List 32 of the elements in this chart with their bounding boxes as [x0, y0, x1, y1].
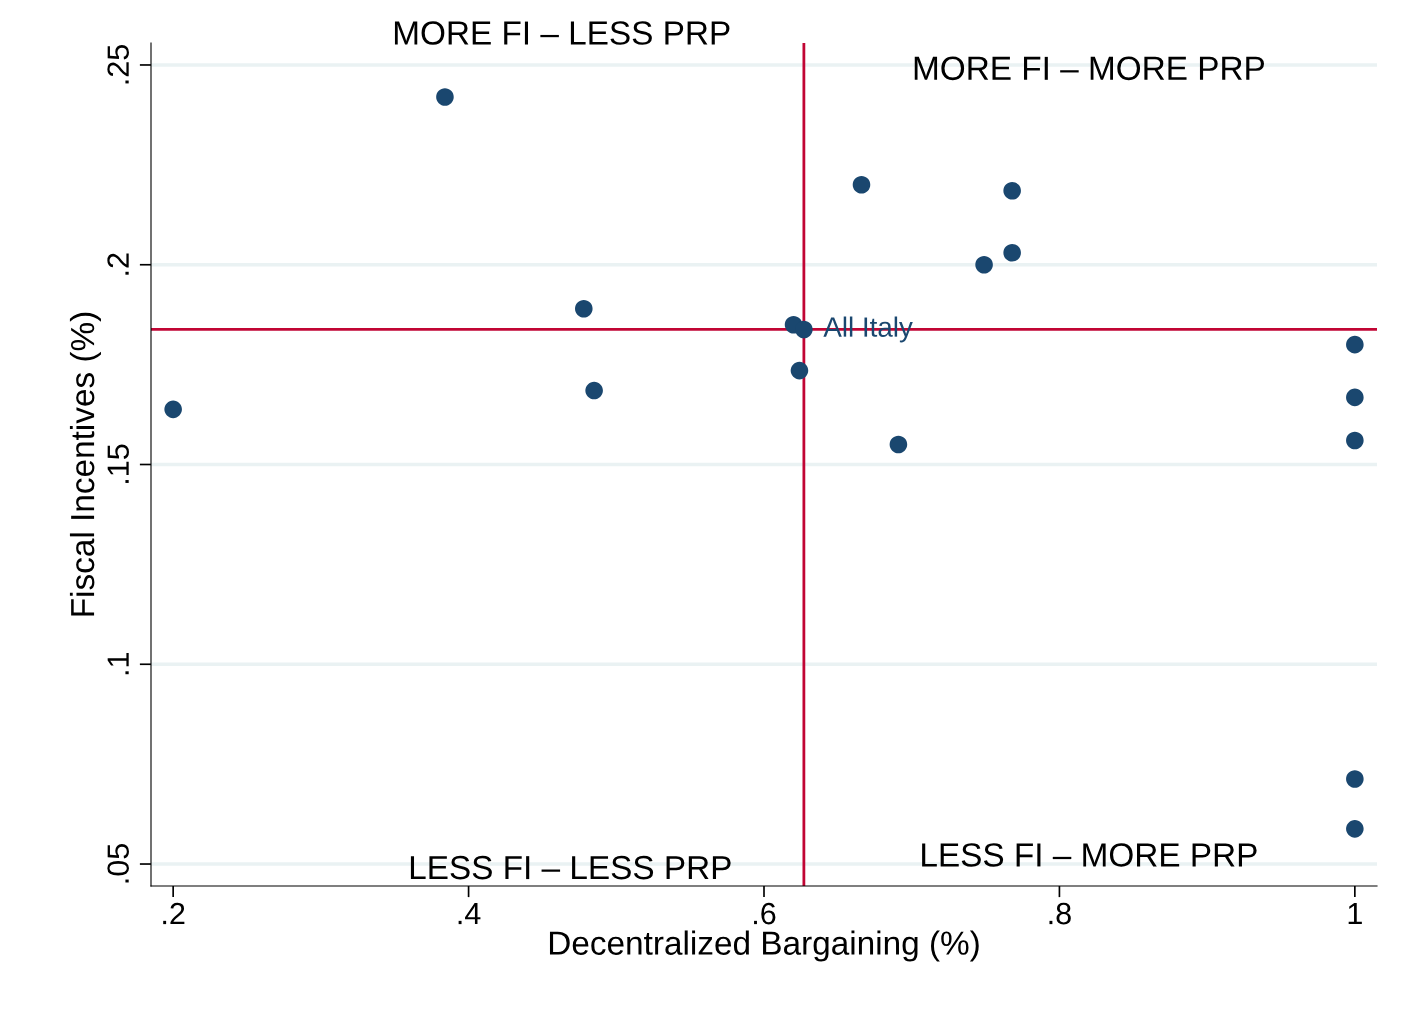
point: [1346, 335, 1364, 354]
annotation: MORE FI – LESS PRP: [394, 21, 730, 45]
annotation: LESS FI – MORE PRP: [922, 843, 1257, 867]
point: [1346, 820, 1364, 838]
point: [1346, 431, 1364, 450]
point: [1346, 388, 1364, 407]
x-tick-label: .8: [1049, 902, 1071, 925]
point: [1003, 182, 1021, 200]
annotation: MORE FI – MORE PRP: [914, 56, 1264, 81]
y-tick-label: .2: [107, 253, 129, 275]
x-tick-label: .6: [754, 902, 776, 925]
y-tick-label: .15: [107, 444, 129, 483]
point: [436, 88, 454, 106]
y-tick-label: .1: [107, 653, 129, 675]
x-tick-label: .2: [163, 902, 185, 925]
point: [975, 255, 993, 274]
y-tick-label: .05: [107, 844, 129, 883]
x-tick-label: .4: [458, 903, 481, 925]
point: [164, 400, 182, 419]
x-tick-label: 1: [1348, 903, 1362, 925]
point: [852, 176, 871, 194]
point: [795, 320, 813, 339]
point: [575, 299, 593, 318]
y-tick-label: .25: [107, 45, 129, 84]
point: [790, 361, 809, 380]
point: [889, 435, 908, 454]
point: [1003, 243, 1021, 262]
point: [585, 381, 603, 400]
annotation: LESS FI – LESS PRP: [410, 855, 731, 880]
y-axis-title: Fiscal Incentives (%): [69, 312, 101, 616]
point: [1346, 770, 1364, 788]
x-axis-title: Decentralized Bargaining (%): [549, 930, 979, 962]
